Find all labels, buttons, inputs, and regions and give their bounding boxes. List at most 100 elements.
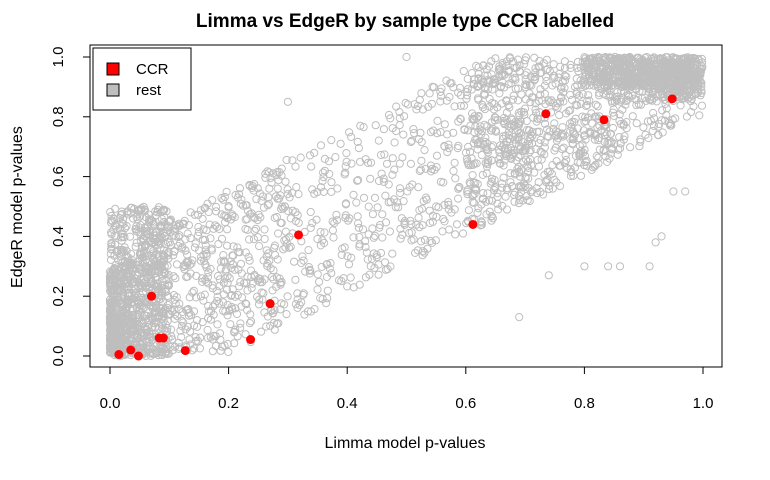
rest-point: [391, 203, 400, 212]
rest-point: [662, 104, 671, 113]
rest-point: [159, 309, 168, 318]
rest-point: [486, 77, 495, 86]
x-axis: 0.0 0.2 0.4 0.6 0.8 1.0: [100, 366, 713, 412]
rest-point: [361, 237, 370, 246]
rest-point: [262, 246, 271, 255]
rest-point: [568, 139, 577, 148]
rest-point: [191, 333, 200, 342]
rest-point: [269, 275, 278, 284]
rest-point: [208, 196, 217, 205]
rest-point: [259, 256, 268, 265]
rest-point: [560, 71, 569, 80]
rest-point: [692, 58, 701, 67]
rest-point: [413, 246, 422, 255]
rest-point: [203, 333, 212, 343]
rest-point: [515, 111, 524, 120]
rest-point: [193, 316, 202, 325]
rest-point: [488, 79, 497, 88]
y-tick-label: 0.2: [50, 286, 67, 307]
rest-point: [566, 165, 575, 174]
rest-point: [114, 285, 123, 294]
ccr-point: [147, 291, 157, 301]
rest-point: [580, 145, 589, 154]
rest-point: [594, 133, 604, 143]
rest-point: [128, 314, 137, 323]
rest-point: [268, 309, 277, 318]
rest-point: [556, 131, 565, 140]
rest-point: [116, 246, 125, 255]
rest-point: [341, 168, 350, 177]
rest-point: [686, 107, 696, 117]
rest-point: [352, 198, 361, 207]
chart-title: Limma vs EdgeR by sample type CCR labell…: [196, 11, 614, 32]
rest-point: [266, 174, 275, 183]
rest-point: [332, 210, 341, 219]
rest-point: [548, 161, 557, 170]
rest-point: [172, 293, 181, 302]
rest-point: [574, 134, 583, 143]
rest-point: [610, 65, 619, 74]
legend-label: rest: [136, 82, 162, 99]
rest-point: [473, 208, 482, 217]
rest-point: [165, 217, 174, 226]
rest-point: [361, 243, 370, 252]
rest-point: [127, 335, 136, 344]
rest-point: [175, 239, 185, 248]
rest-point: [209, 310, 218, 319]
rest-point: [200, 256, 209, 265]
rest-point: [129, 214, 138, 223]
rest-point: [170, 314, 179, 323]
rest-point: [678, 63, 687, 73]
rest-point: [116, 211, 125, 220]
rest-point: [401, 98, 410, 108]
rest-point: [648, 126, 657, 136]
rest-point: [363, 255, 372, 264]
rest-point: [279, 204, 288, 213]
rest-point: [165, 309, 174, 318]
rest-point: [354, 144, 363, 153]
rest-point: [473, 94, 482, 103]
rest-point: [474, 75, 483, 84]
rest-point: [328, 226, 337, 235]
rest-point: [110, 231, 119, 240]
rest-point: [160, 325, 169, 334]
rest-point: [481, 137, 490, 146]
ccr-point: [114, 350, 124, 360]
rest-point: [638, 81, 648, 90]
rest-point: [201, 203, 210, 212]
rest-point: [313, 188, 322, 197]
rest-point: [522, 68, 531, 77]
rest-point: [591, 100, 601, 109]
rest-point: [677, 82, 686, 91]
rest-point: [672, 55, 681, 64]
rest-point: [334, 276, 344, 285]
rest-point: [521, 83, 530, 92]
rest-point: [186, 234, 195, 243]
rest-point: [573, 81, 582, 90]
rest-point: [268, 169, 278, 178]
rest-point: [582, 60, 592, 69]
rest-point: [477, 220, 486, 229]
rest-point: [681, 72, 690, 81]
rest-point: [588, 119, 597, 128]
rest-point: [155, 307, 164, 316]
rest-point: [349, 233, 358, 242]
rest-point: [524, 157, 533, 166]
rest-point: [402, 52, 411, 62]
rest-point: [483, 122, 492, 131]
rest-point: [487, 177, 496, 186]
rest-point: [323, 259, 332, 269]
rest-point: [208, 281, 217, 290]
rest-point: [236, 277, 245, 287]
rest-point: [545, 185, 554, 194]
rest-point: [612, 96, 621, 105]
rest-point: [545, 127, 554, 136]
rest-point: [113, 331, 122, 340]
rest-point: [270, 213, 279, 222]
rest-point: [106, 321, 115, 330]
rest-point: [131, 225, 140, 234]
rest-point: [447, 79, 456, 88]
rest-point: [349, 283, 358, 292]
rest-point: [327, 269, 336, 278]
rest-point: [442, 76, 451, 85]
